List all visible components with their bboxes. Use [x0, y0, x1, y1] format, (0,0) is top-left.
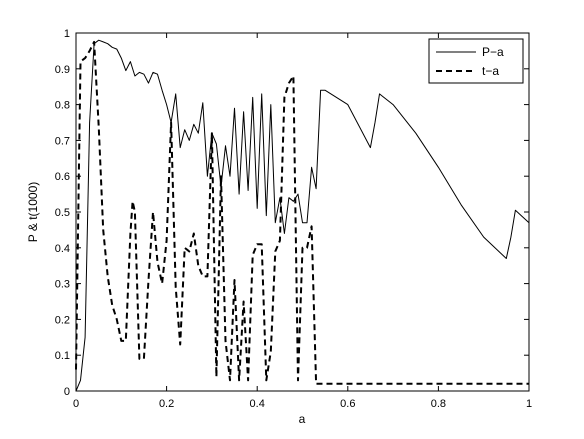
- x-tick-label: 1: [526, 398, 532, 410]
- x-axis-label: a: [299, 412, 306, 426]
- y-axis-label: P & t(1000): [26, 182, 40, 242]
- ticks-layer: 0 0.2 0.4 0.6 0.8 1 0 0.1 0.2 0.3 0.4 0.5 0.6 0.7 0.8 0…: [55, 28, 532, 410]
- y-tick-label: 1: [64, 28, 70, 40]
- y-tick-label: 0.1: [55, 350, 70, 362]
- y-tick-label: 0.4: [55, 243, 70, 255]
- x-tick-label: 0: [73, 398, 79, 410]
- legend-label-t-a: t−a: [482, 64, 499, 78]
- legend: P−a t−a: [428, 38, 524, 84]
- y-tick-label: 0.7: [55, 135, 70, 147]
- legend-box: [428, 38, 524, 84]
- x-tick-label: 0.8: [431, 398, 446, 410]
- x-tick-label: 0.2: [159, 398, 174, 410]
- y-tick-label: 0.5: [55, 207, 70, 219]
- plot-frame: [75, 32, 530, 392]
- x-tick-label: 0.4: [250, 398, 265, 410]
- y-tick-label: 0: [64, 386, 70, 398]
- y-tick-label: 0.2: [55, 314, 70, 326]
- series-layer: [75, 39, 530, 392]
- y-tick-label: 0.3: [55, 279, 70, 291]
- series-line-p-a: [75, 39, 530, 392]
- y-tick-label: 0.9: [55, 64, 70, 76]
- series-line-t-a: [75, 40, 529, 385]
- y-tick-label: 0.6: [55, 171, 70, 183]
- y-tick-label: 0.8: [55, 100, 70, 112]
- x-tick-label: 0.6: [340, 398, 355, 410]
- legend-label-p-a: P−a: [482, 45, 504, 59]
